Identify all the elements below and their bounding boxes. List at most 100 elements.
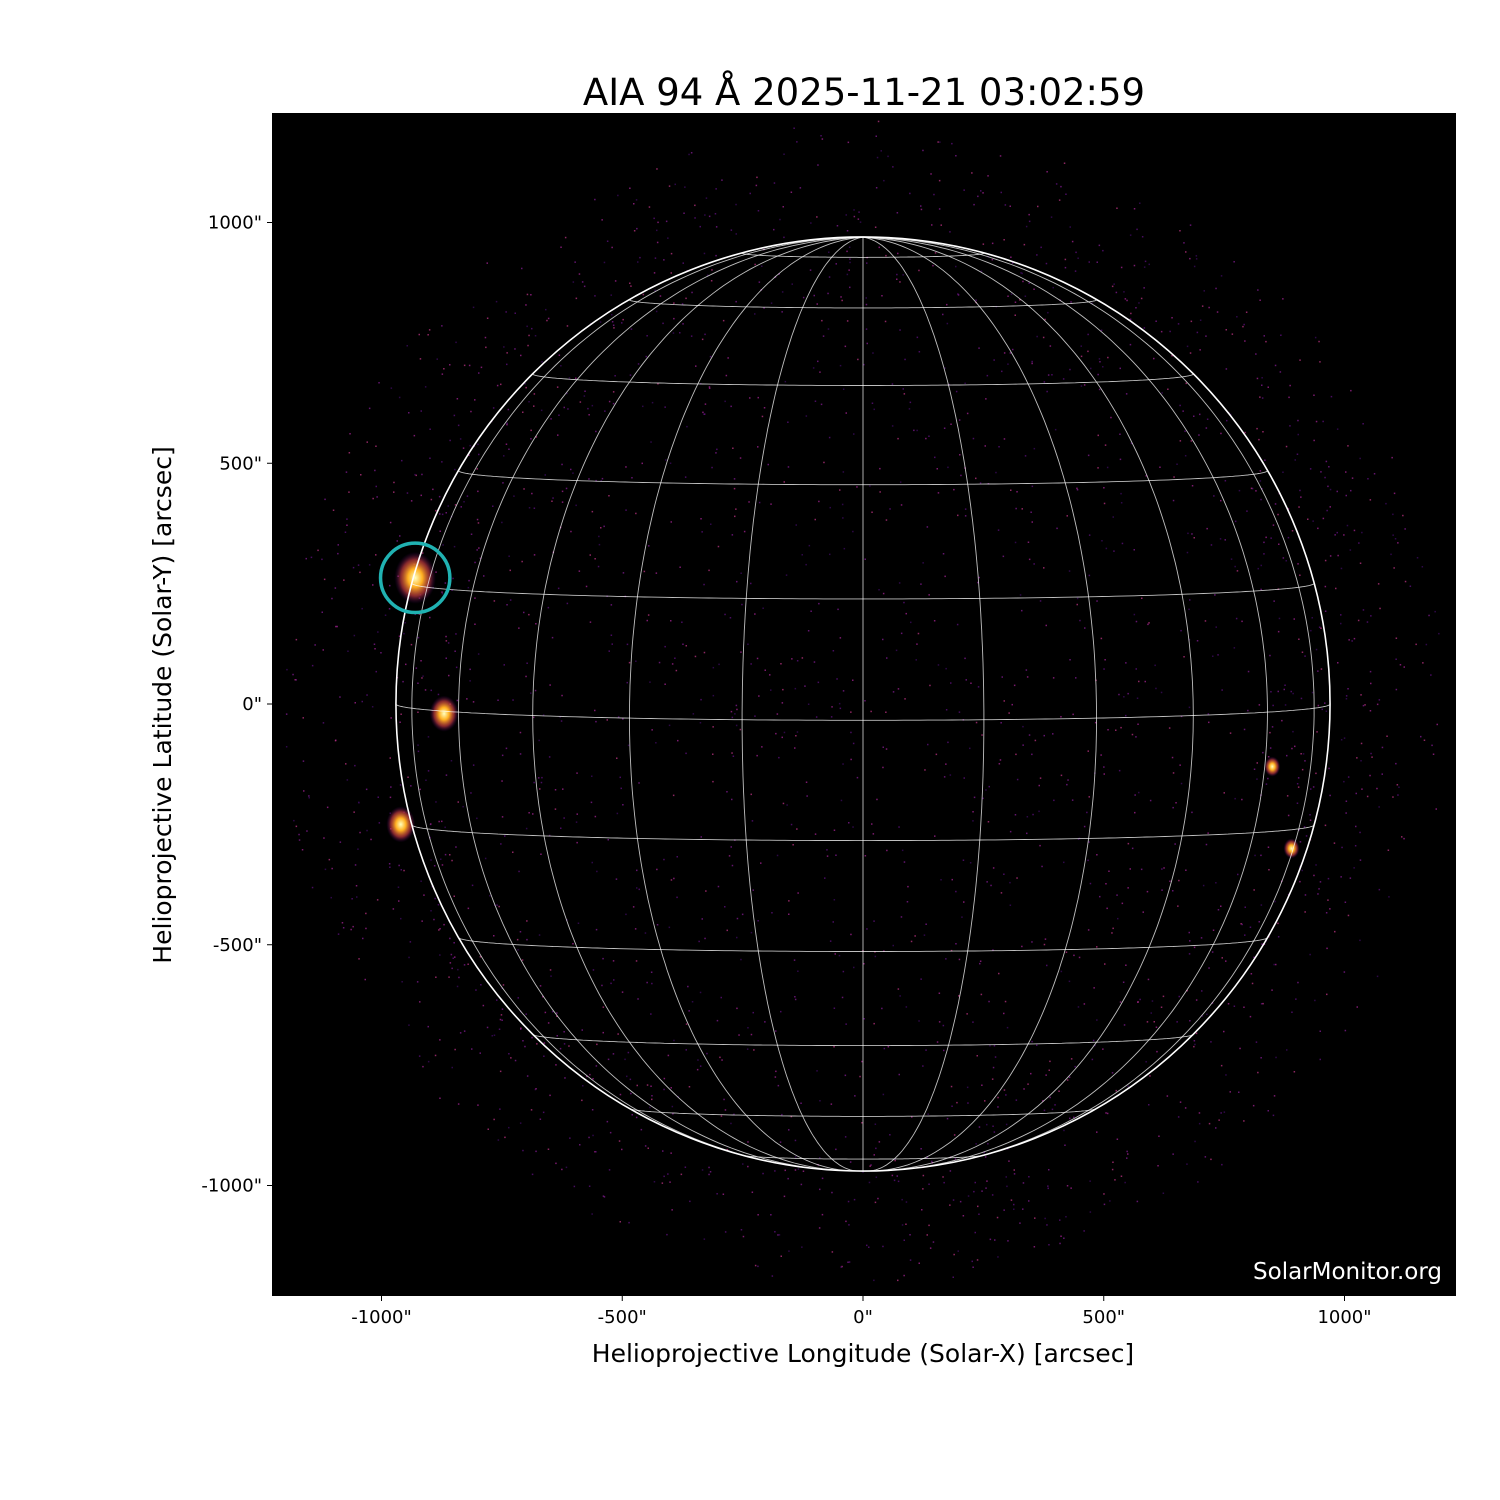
emission-pixel	[441, 591, 443, 593]
emission-pixel	[499, 1070, 502, 1073]
emission-pixel	[859, 221, 862, 223]
emission-pixel	[1127, 1153, 1129, 1155]
emission-pixel	[1325, 912, 1328, 914]
emission-pixel	[1422, 662, 1424, 664]
emission-pixel	[328, 858, 331, 861]
emission-pixel	[790, 1115, 793, 1118]
emission-pixel	[1014, 541, 1017, 544]
emission-pixel	[1296, 453, 1299, 455]
emission-pixel	[1127, 692, 1129, 695]
emission-pixel	[1208, 967, 1210, 969]
emission-pixel	[704, 937, 706, 940]
emission-pixel	[448, 674, 450, 677]
emission-pixel	[962, 1215, 965, 1217]
emission-pixel	[1008, 712, 1010, 714]
emission-pixel	[1287, 814, 1290, 817]
emission-pixel	[739, 728, 742, 731]
emission-pixel	[899, 995, 901, 997]
emission-pixel	[778, 756, 780, 759]
emission-pixel	[1388, 896, 1390, 898]
emission-pixel	[1204, 1156, 1207, 1158]
emission-pixel	[546, 319, 548, 322]
emission-pixel	[1080, 345, 1082, 347]
emission-pixel	[1315, 864, 1317, 866]
emission-pixel	[814, 518, 816, 521]
emission-pixel	[726, 791, 728, 793]
emission-pixel	[876, 798, 878, 801]
emission-pixel	[1024, 455, 1027, 457]
emission-pixel	[1319, 881, 1322, 883]
emission-pixel	[1098, 358, 1101, 360]
emission-pixel	[901, 1224, 904, 1226]
emission-pixel	[1234, 520, 1237, 523]
emission-pixel	[781, 291, 784, 293]
emission-pixel	[972, 820, 974, 822]
emission-pixel	[788, 1250, 790, 1252]
emission-pixel	[1121, 542, 1124, 545]
emission-pixel	[417, 744, 419, 746]
emission-pixel	[420, 660, 422, 662]
emission-pixel	[1193, 415, 1195, 417]
emission-pixel	[721, 1059, 723, 1061]
emission-pixel	[920, 978, 922, 980]
emission-pixel	[940, 224, 942, 226]
emission-pixel	[779, 1141, 782, 1143]
emission-pixel	[1304, 911, 1306, 913]
emission-pixel	[1025, 225, 1028, 228]
emission-pixel	[1349, 549, 1352, 551]
emission-pixel	[1235, 617, 1238, 620]
emission-pixel	[438, 929, 440, 931]
emission-pixel	[1263, 541, 1265, 544]
emission-pixel	[1011, 703, 1013, 706]
emission-pixel	[1221, 957, 1223, 959]
emission-pixel	[1129, 318, 1132, 320]
emission-pixel	[668, 185, 671, 187]
emission-pixel	[716, 1019, 719, 1022]
emission-pixel	[845, 214, 847, 216]
emission-pixel	[848, 269, 850, 271]
emission-pixel	[835, 263, 837, 265]
emission-pixel	[754, 715, 756, 717]
emission-pixel	[1060, 716, 1062, 718]
emission-pixel	[662, 322, 664, 325]
emission-pixel	[975, 1143, 977, 1145]
emission-pixel	[1359, 859, 1362, 861]
emission-pixel	[610, 294, 612, 296]
emission-pixel	[370, 838, 372, 841]
emission-pixel	[1436, 723, 1438, 726]
emission-pixel	[519, 731, 522, 734]
emission-pixel	[1324, 476, 1326, 479]
emission-pixel	[525, 304, 527, 306]
emission-pixel	[1005, 1176, 1007, 1178]
emission-pixel	[1188, 931, 1190, 934]
emission-pixel	[950, 949, 953, 952]
emission-pixel	[1120, 492, 1122, 495]
emission-pixel	[544, 474, 546, 476]
emission-pixel	[619, 776, 621, 779]
emission-pixel	[1284, 704, 1287, 706]
emission-pixel	[1277, 690, 1279, 693]
emission-pixel	[1394, 538, 1397, 540]
emission-pixel	[1006, 1148, 1009, 1150]
emission-pixel	[1183, 656, 1185, 658]
emission-pixel	[492, 407, 495, 409]
emission-pixel	[414, 473, 416, 476]
emission-pixel	[524, 383, 526, 385]
emission-pixel	[477, 653, 480, 655]
emission-pixel	[736, 936, 738, 939]
emission-pixel	[1080, 385, 1083, 387]
emission-pixel	[908, 408, 911, 410]
emission-pixel	[1294, 745, 1296, 748]
emission-pixel	[1033, 1246, 1036, 1248]
emission-pixel	[665, 220, 668, 223]
emission-pixel	[1224, 539, 1226, 541]
emission-pixel	[949, 1170, 952, 1172]
emission-pixel	[1080, 355, 1083, 358]
emission-pixel	[864, 558, 866, 560]
emission-pixel	[1257, 1071, 1259, 1074]
emission-pixel	[1179, 404, 1181, 407]
emission-pixel	[1409, 585, 1412, 587]
emission-pixel	[736, 708, 738, 711]
emission-pixel	[849, 286, 851, 289]
emission-pixel	[884, 320, 887, 323]
